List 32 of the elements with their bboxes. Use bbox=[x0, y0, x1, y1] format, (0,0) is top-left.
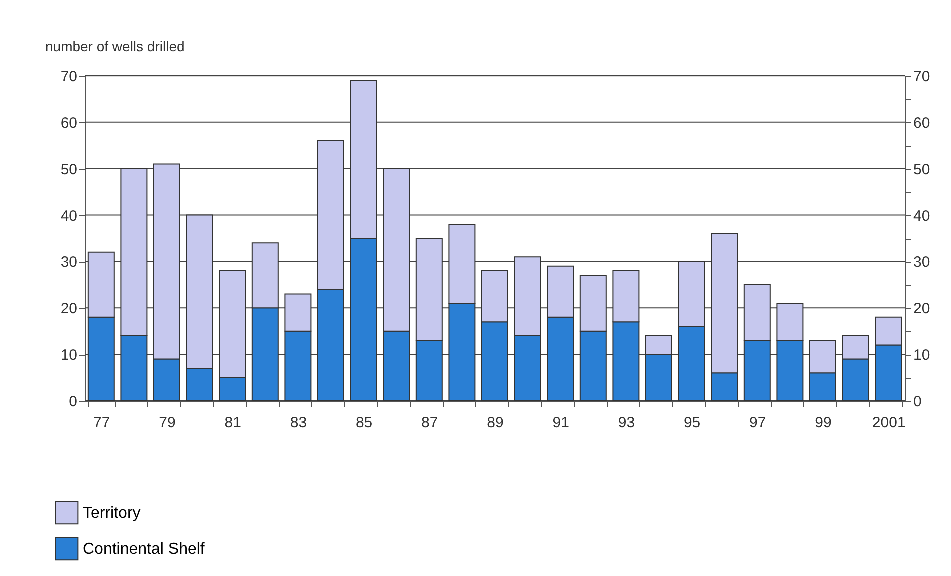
x-tick-label: 89 bbox=[487, 414, 504, 432]
y-tick-label: 40 bbox=[60, 208, 78, 225]
x-tick-label: 87 bbox=[422, 414, 438, 432]
y-tick-label: 50 bbox=[60, 161, 78, 178]
x-tick-label: 97 bbox=[750, 414, 766, 432]
x-tick-label: 85 bbox=[356, 414, 373, 432]
x-tick-label: 79 bbox=[159, 414, 176, 432]
y2-tick-label: 10 bbox=[914, 347, 930, 364]
y-tick-label: 0 bbox=[69, 394, 78, 410]
legend-label: Territory bbox=[83, 505, 141, 522]
y-axis-title: number of wells drilled bbox=[46, 38, 185, 54]
y-tick-label: 20 bbox=[60, 300, 78, 318]
x-tick-label: 77 bbox=[94, 414, 110, 432]
x-tick-label: 93 bbox=[618, 414, 636, 432]
x-tick-label: 99 bbox=[815, 414, 832, 432]
y2-tick-label: 50 bbox=[914, 161, 930, 178]
x-tick-label: 91 bbox=[552, 414, 570, 432]
y2-tick-label: 40 bbox=[914, 208, 930, 225]
y-tick-label: 30 bbox=[60, 254, 78, 272]
y2-tick-label: 30 bbox=[914, 254, 930, 272]
y-tick-label: 70 bbox=[60, 68, 78, 86]
x-tick-label: 81 bbox=[224, 414, 242, 432]
legend-label: Continental Shelf bbox=[83, 541, 206, 558]
y2-tick-label: 0 bbox=[914, 394, 922, 410]
x-tick-label: 2001 bbox=[872, 414, 906, 432]
y2-tick-label: 70 bbox=[914, 68, 930, 86]
y-tick-label: 60 bbox=[60, 114, 78, 132]
x-tick-label: 95 bbox=[684, 414, 701, 432]
y-tick-label: 10 bbox=[60, 347, 78, 364]
y2-tick-label: 20 bbox=[914, 300, 930, 318]
x-tick-label: 83 bbox=[290, 414, 308, 432]
y2-tick-label: 60 bbox=[914, 114, 930, 132]
